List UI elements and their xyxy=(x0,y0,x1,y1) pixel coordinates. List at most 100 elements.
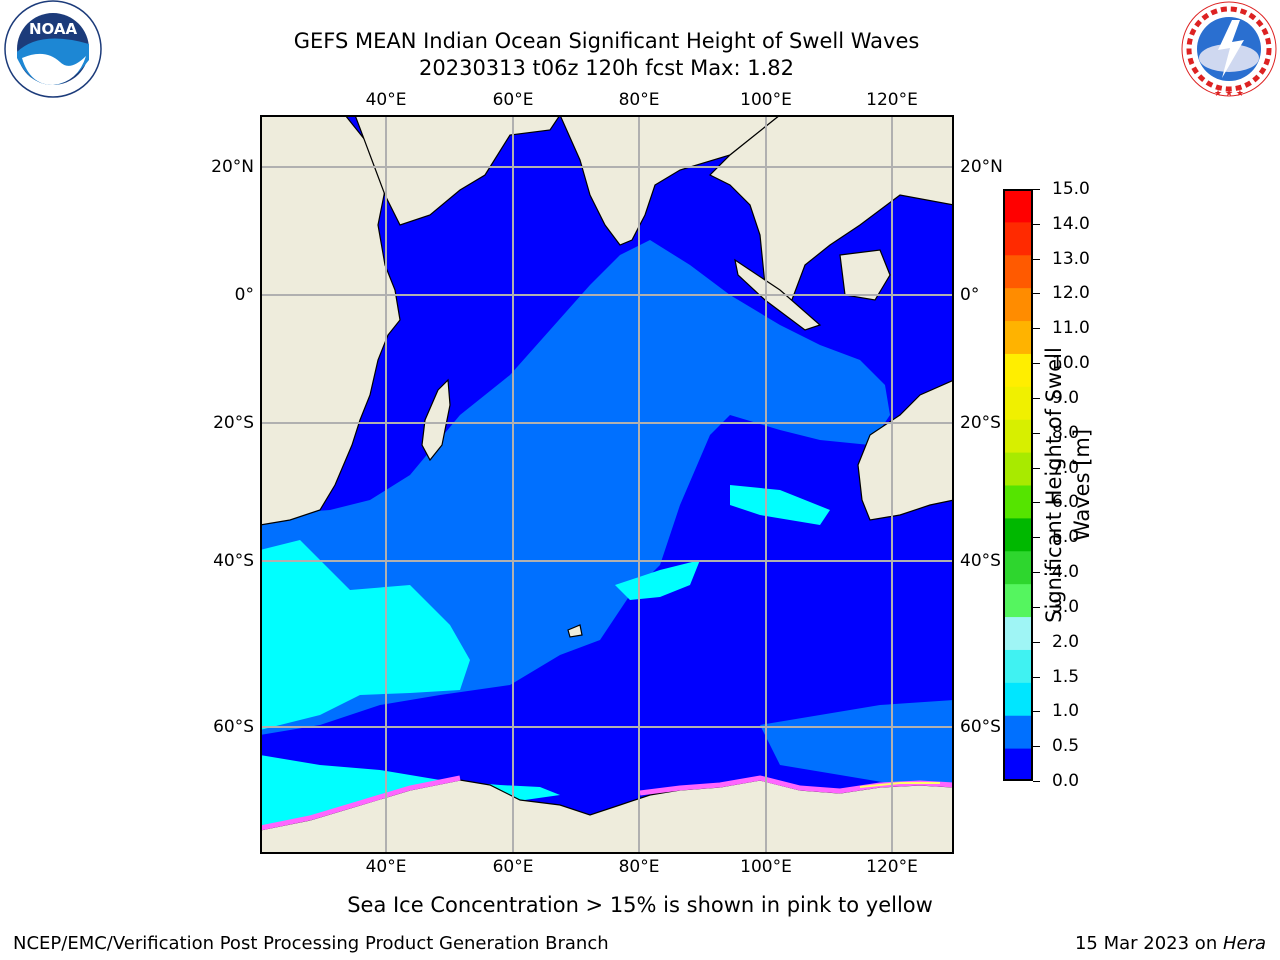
colorbar-tick-label: 7.0 xyxy=(1052,457,1080,478)
land-arabia xyxy=(354,115,561,226)
colorbar-tick-label: 4.0 xyxy=(1052,562,1080,583)
colorbar-frame xyxy=(1003,189,1033,781)
colorbar-band xyxy=(1003,254,1033,289)
colorbar-band xyxy=(1003,517,1033,552)
colorbar-tick-mark xyxy=(1033,676,1040,678)
lat-tick-left: 40°S xyxy=(213,551,254,571)
land-borneo xyxy=(839,249,891,301)
colorbar-tick-label: 6.0 xyxy=(1052,492,1080,513)
colorbar-band xyxy=(1003,682,1033,716)
colorbar-band xyxy=(1003,649,1033,683)
colorbar-tick-label: 13.0 xyxy=(1052,248,1090,269)
colorbar-tick-mark xyxy=(1033,467,1040,469)
colorbar-tick-mark xyxy=(1033,189,1040,190)
colorbar-tick-mark xyxy=(1033,537,1040,539)
lat-tick-right: 60°S xyxy=(960,717,1001,737)
colorbar-tick-mark xyxy=(1033,746,1040,748)
land-australia xyxy=(857,379,954,521)
colorbar-tick-label: 0.5 xyxy=(1052,736,1080,757)
colorbar-tick-label: 10.0 xyxy=(1052,353,1090,374)
lat-tick-left: 20°S xyxy=(213,413,254,433)
colorbar-tick-label: 9.0 xyxy=(1052,387,1080,408)
swell-band-patch-2 xyxy=(730,485,830,525)
colorbar-tick-mark xyxy=(1033,432,1040,434)
swell-band-patch xyxy=(615,560,700,600)
colorbar-band xyxy=(1003,485,1033,519)
map-panel xyxy=(260,115,954,854)
chart-subtitle: 20230313 t06z 120h fcst Max: 1.82 xyxy=(419,56,794,80)
lon-tick-bottom: 120°E xyxy=(866,857,918,877)
lat-tick-left: 20°N xyxy=(211,157,254,177)
lon-tick-top: 100°E xyxy=(740,90,792,110)
colorbar xyxy=(1003,189,1033,781)
colorbar-tick-mark xyxy=(1033,781,1040,782)
colorbar-tick-mark xyxy=(1033,502,1040,504)
colorbar-band xyxy=(1003,550,1033,585)
land-madagascar xyxy=(421,378,451,462)
colorbar-tick-mark xyxy=(1033,397,1040,399)
colorbar-tick-mark xyxy=(1033,572,1040,574)
graticule xyxy=(260,115,954,854)
colorbar-band xyxy=(1003,386,1033,420)
colorbar-tick-mark xyxy=(1033,606,1040,608)
colorbar-tick-mark xyxy=(1033,363,1040,365)
colorbar-band xyxy=(1003,616,1033,650)
colorbar-band xyxy=(1003,715,1033,749)
colorbar-tick-label: 5.0 xyxy=(1052,527,1080,548)
colorbar-tick-label: 3.0 xyxy=(1052,596,1080,617)
lat-tick-right: 40°S xyxy=(960,551,1001,571)
colorbar-band xyxy=(1003,353,1033,387)
colorbar-tick-label: 11.0 xyxy=(1052,318,1090,339)
footer-branch: NCEP/EMC/Verification Post Processing Pr… xyxy=(13,933,609,954)
colorbar-band xyxy=(1003,748,1033,781)
map-frame xyxy=(260,115,954,854)
colorbar-tick-label: 8.0 xyxy=(1052,422,1080,443)
footer-date: 15 Mar 2023 on Hera xyxy=(1075,933,1266,955)
colorbar-tick-label: 0.0 xyxy=(1052,771,1080,791)
nws-logo: ★ ★ ★ xyxy=(1178,0,1280,104)
swell-band-mid-east xyxy=(760,700,954,795)
colorbar-tick-mark xyxy=(1033,711,1040,713)
lat-tick-right: 0° xyxy=(960,285,980,305)
colorbar-tick-label: 1.0 xyxy=(1052,701,1080,722)
sea-ice-yellow xyxy=(859,782,940,788)
colorbar-band xyxy=(1003,583,1033,618)
swell-band-high xyxy=(260,540,470,730)
lon-tick-top: 120°E xyxy=(866,90,918,110)
noaa-logo: NOAA xyxy=(0,0,106,104)
chart-title: GEFS MEAN Indian Ocean Significant Heigh… xyxy=(293,29,920,53)
colorbar-band xyxy=(1003,419,1033,453)
lon-tick-bottom: 40°E xyxy=(365,857,407,877)
colorbar-tick-mark xyxy=(1033,258,1040,260)
lat-tick-left: 60°S xyxy=(213,717,254,737)
lon-tick-bottom: 80°E xyxy=(618,857,660,877)
lon-tick-bottom: 100°E xyxy=(740,857,792,877)
colorbar-tick-mark xyxy=(1033,293,1040,295)
lon-tick-top: 40°E xyxy=(365,90,407,110)
sea-ice-edge xyxy=(260,775,461,831)
colorbar-tick-mark xyxy=(1033,328,1040,330)
colorbar-tick-mark xyxy=(1033,223,1040,225)
colorbar-band xyxy=(1003,452,1033,486)
colorbar-tick-label: 12.0 xyxy=(1052,283,1090,304)
colorbar-tick-mark xyxy=(1033,641,1040,643)
colorbar-tick-label: 14.0 xyxy=(1052,213,1090,234)
noaa-logo-text: NOAA xyxy=(29,20,78,38)
colorbar-label-line2: Waves [m] xyxy=(1070,428,1094,542)
land-kerguelen xyxy=(567,624,583,638)
lon-tick-top: 60°E xyxy=(492,90,534,110)
colorbar-band xyxy=(1003,221,1033,256)
colorbar-label-line1: Significant Height of Swell xyxy=(1042,347,1066,623)
svg-text:★ ★ ★: ★ ★ ★ xyxy=(1214,89,1244,99)
colorbar-tick-label: 2.0 xyxy=(1052,631,1080,652)
colorbar-tick-label: 1.5 xyxy=(1052,666,1080,687)
footer-date-text: 15 Mar 2023 on xyxy=(1074,933,1223,954)
colorbar-label: Significant Height of Swell Waves [m] xyxy=(1040,305,1120,665)
sea-ice-caption: Sea Ice Concentration > 15% is shown in … xyxy=(347,893,933,917)
lon-tick-bottom: 60°E xyxy=(492,857,534,877)
colorbar-band xyxy=(1003,287,1033,322)
lat-tick-left: 0° xyxy=(234,285,254,305)
colorbar-band xyxy=(1003,320,1033,354)
lat-tick-right: 20°S xyxy=(960,413,1001,433)
footer-machine: Hera xyxy=(1222,933,1266,954)
